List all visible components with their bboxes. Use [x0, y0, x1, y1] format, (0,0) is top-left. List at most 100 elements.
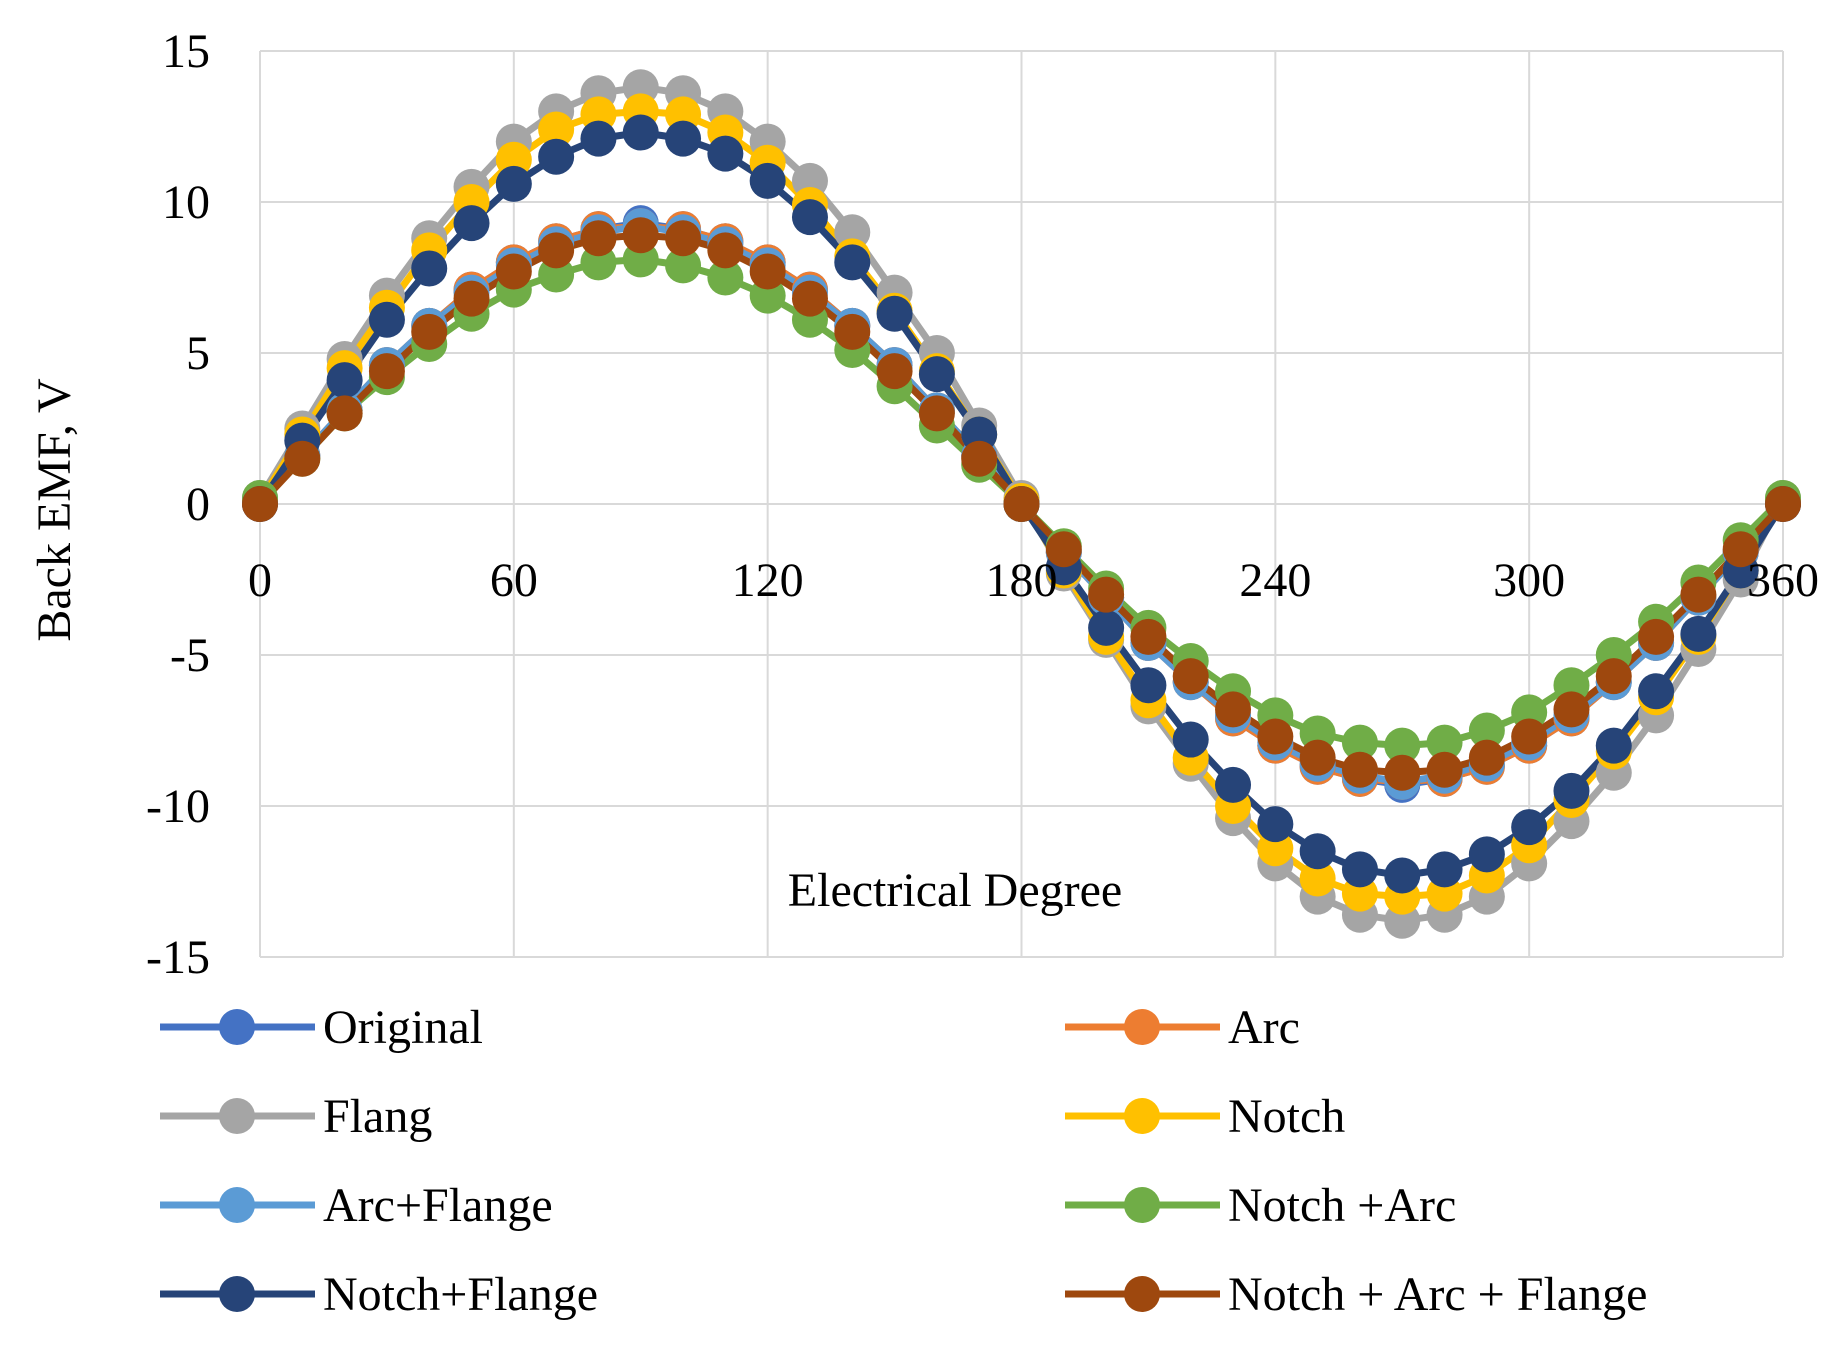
data-point	[411, 313, 448, 350]
data-point	[1045, 531, 1082, 568]
legend-marker-swatch	[1124, 1276, 1160, 1312]
plot-grid	[259, 50, 1784, 958]
legend-entry: Arc	[1065, 1001, 1300, 1054]
data-point	[326, 362, 363, 399]
y-tick-label: -10	[146, 780, 210, 833]
y-tick-label: 5	[186, 327, 210, 380]
legend-label: Notch+Flange	[323, 1268, 598, 1321]
data-point	[1426, 724, 1463, 761]
data-point	[834, 313, 871, 350]
data-point	[1468, 712, 1505, 749]
legend-label: Flang	[323, 1090, 432, 1143]
data-point	[1384, 727, 1421, 764]
data-point	[707, 232, 744, 269]
data-point	[834, 244, 871, 281]
data-point	[876, 295, 913, 332]
data-point	[1130, 667, 1167, 704]
data-point	[1299, 739, 1336, 776]
data-point	[1088, 576, 1125, 613]
data-point	[665, 220, 702, 257]
data-point	[1341, 724, 1378, 761]
legend-marker-swatch	[219, 1009, 255, 1045]
y-tick-label: -15	[146, 931, 210, 984]
legend-entry: Notch+Flange	[160, 1268, 598, 1321]
data-point	[1341, 751, 1378, 788]
data-point	[791, 280, 828, 317]
legend-marker-swatch	[1124, 1187, 1160, 1223]
data-point	[1426, 851, 1463, 888]
data-point	[1088, 609, 1125, 646]
data-point	[1257, 718, 1294, 755]
legend-label: Notch +Arc	[1228, 1179, 1456, 1232]
data-point	[580, 120, 617, 157]
data-point	[1215, 766, 1252, 803]
x-tick-label: 180	[986, 554, 1058, 607]
data-point	[580, 220, 617, 257]
data-point	[1511, 809, 1548, 846]
legend-marker-swatch	[1124, 1098, 1160, 1134]
data-point	[1468, 836, 1505, 873]
data-point	[1384, 754, 1421, 791]
data-point	[284, 440, 321, 477]
data-point	[495, 165, 532, 202]
data-point	[876, 353, 913, 390]
x-tick-label: 360	[1747, 554, 1819, 607]
y-axis-tick-labels: -15 -10 -5 0 5 10 15	[146, 25, 210, 984]
legend-entry: Notch +Arc	[1065, 1179, 1456, 1232]
x-tick-label: 300	[1493, 554, 1565, 607]
legend-entry: Flang	[160, 1090, 432, 1143]
data-point	[326, 395, 363, 432]
data-point	[1722, 531, 1759, 568]
data-point	[1172, 721, 1209, 758]
data-point	[1215, 691, 1252, 728]
data-point	[1003, 486, 1040, 522]
legend-entry: Notch + Arc + Flange	[1065, 1268, 1647, 1321]
data-point	[749, 253, 786, 290]
data-point	[1384, 857, 1421, 894]
data-point	[538, 138, 575, 175]
y-tick-label: 10	[162, 176, 210, 229]
legend-label: Notch	[1228, 1090, 1345, 1143]
series-markers	[242, 69, 1801, 939]
data-point	[1553, 691, 1590, 728]
data-point	[495, 253, 532, 290]
legend-entry: Arc+Flange	[160, 1179, 553, 1232]
y-tick-label: 15	[162, 25, 210, 78]
data-point	[622, 114, 659, 151]
data-point	[1765, 486, 1801, 522]
x-axis-tick-labels: 0 60 120 180 240 300 360	[248, 554, 1819, 607]
data-point	[242, 486, 278, 522]
x-axis-label: Electrical Degree	[788, 864, 1122, 917]
data-point	[453, 280, 490, 317]
legend-label: Original	[323, 1001, 483, 1054]
legend-marker-swatch	[219, 1187, 255, 1223]
data-point	[665, 120, 702, 157]
data-point	[1426, 751, 1463, 788]
x-tick-label: 0	[248, 554, 272, 607]
data-point	[707, 259, 744, 296]
legend-marker-swatch	[219, 1098, 255, 1134]
y-tick-label: -5	[170, 629, 210, 682]
data-point	[1595, 727, 1632, 764]
data-point	[1511, 718, 1548, 755]
x-tick-label: 120	[732, 554, 804, 607]
data-point	[1553, 772, 1590, 809]
data-point	[1130, 618, 1167, 655]
data-point	[1468, 739, 1505, 776]
data-point	[1299, 833, 1336, 870]
data-point	[665, 247, 702, 284]
data-point	[791, 199, 828, 236]
data-point	[749, 162, 786, 199]
legend-label: Arc	[1228, 1001, 1300, 1054]
legend-entry: Notch	[1065, 1090, 1345, 1143]
x-tick-label: 60	[490, 554, 538, 607]
data-point	[411, 250, 448, 287]
data-point	[1341, 851, 1378, 888]
data-point	[538, 111, 575, 148]
data-point	[453, 205, 490, 242]
data-point	[368, 353, 405, 390]
data-point	[538, 232, 575, 269]
data-point	[961, 440, 998, 477]
data-point	[1299, 860, 1336, 897]
legend-marker-swatch	[1124, 1009, 1160, 1045]
